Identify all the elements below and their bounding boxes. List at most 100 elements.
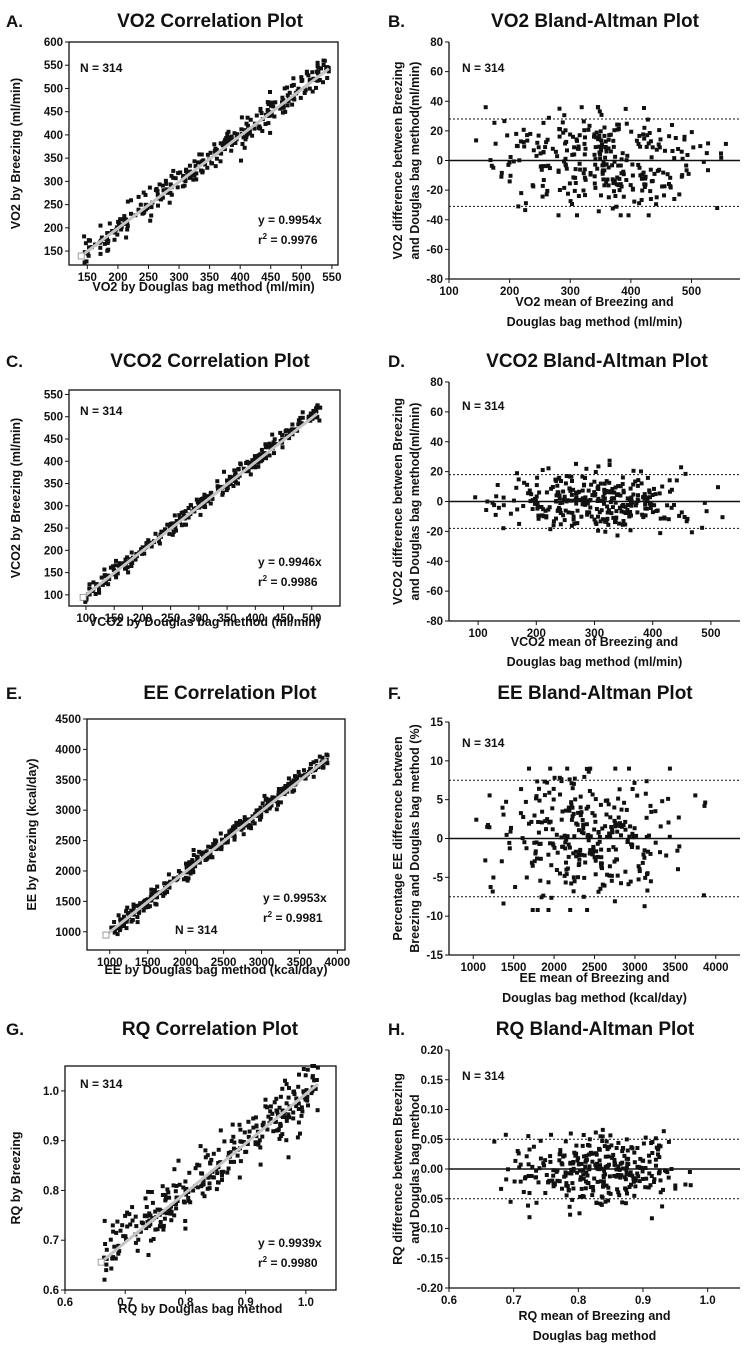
data-point (584, 822, 589, 827)
data-point (568, 199, 573, 204)
data-point (212, 142, 217, 147)
data-point (607, 1174, 612, 1179)
data-point (263, 442, 268, 447)
y-tick-label: 20 (430, 126, 443, 138)
data-point (188, 503, 193, 508)
data-point (229, 136, 234, 141)
data-point (287, 1115, 292, 1120)
data-point (184, 865, 189, 870)
data-point (682, 515, 687, 519)
data-point (607, 458, 612, 463)
data-point (165, 190, 170, 195)
data-point (184, 861, 188, 866)
data-point (548, 819, 553, 824)
data-point (673, 1183, 678, 1188)
data-point (658, 1190, 663, 1195)
y-tick-label: 80 (430, 37, 443, 49)
data-point (172, 1167, 177, 1172)
data-point (580, 474, 585, 479)
data-point (130, 918, 135, 922)
data-point (260, 1123, 265, 1127)
data-point (232, 833, 237, 838)
data-point (582, 152, 587, 157)
x-axis-label: Douglas bag method (kcal/day) (502, 991, 687, 1005)
data-point (591, 1188, 596, 1193)
data-point (521, 140, 526, 145)
data-point (618, 493, 623, 498)
data-point (122, 214, 127, 219)
data-point (122, 914, 126, 919)
data-point (149, 213, 154, 218)
data-point (649, 502, 654, 507)
data-point (286, 781, 291, 786)
data-point (522, 840, 527, 845)
data-point (292, 788, 297, 793)
data-point (581, 1168, 585, 1173)
data-point (605, 798, 610, 803)
data-point (566, 854, 571, 859)
x-tick-label: 4000 (703, 962, 729, 974)
data-point (134, 1224, 139, 1229)
data-point (596, 514, 600, 519)
data-point (598, 1163, 603, 1168)
data-point (543, 1158, 548, 1163)
data-point (641, 852, 646, 857)
data-point (639, 1165, 644, 1170)
y-axis-label: EE by Breezing (kcal/day) (25, 758, 39, 910)
data-point (174, 519, 179, 523)
data-point (702, 500, 707, 505)
data-point (648, 803, 653, 808)
data-point (607, 864, 612, 869)
data-point (141, 190, 146, 195)
data-point (199, 152, 204, 157)
data-point (174, 1184, 179, 1188)
data-point (238, 462, 243, 467)
data-point (655, 168, 660, 173)
data-point (102, 567, 107, 572)
data-point (619, 157, 624, 162)
data-point (536, 145, 541, 150)
data-point (176, 171, 181, 176)
data-point (298, 95, 303, 100)
data-point (578, 1168, 582, 1173)
data-point (602, 481, 607, 486)
data-point (258, 805, 263, 810)
data-point (268, 103, 273, 108)
data-point (571, 487, 576, 492)
data-point (590, 493, 595, 498)
data-point (246, 817, 251, 822)
data-point (648, 851, 653, 856)
data-point (607, 873, 612, 878)
data-point (612, 805, 617, 810)
data-point (233, 826, 238, 831)
data-point (644, 835, 649, 839)
data-point (192, 173, 197, 178)
data-point (657, 1155, 662, 1160)
data-point (124, 926, 129, 931)
data-point (642, 185, 647, 189)
data-point (253, 465, 258, 470)
data-point (208, 150, 213, 155)
data-point (636, 498, 641, 503)
data-point (202, 1194, 207, 1199)
data-point (581, 500, 586, 505)
data-point (143, 1196, 148, 1201)
data-point (181, 1185, 186, 1190)
data-point (605, 177, 610, 182)
data-point (617, 1193, 622, 1198)
data-point (629, 503, 634, 508)
data-point (507, 179, 512, 184)
data-point (684, 519, 689, 524)
data-point (565, 866, 570, 871)
data-point (588, 1185, 593, 1190)
data-point (488, 885, 493, 889)
data-point (566, 1188, 571, 1192)
data-point (619, 1173, 624, 1178)
data-point (677, 513, 682, 518)
data-point (254, 808, 259, 813)
data-point (592, 134, 596, 139)
data-point (606, 847, 611, 852)
data-point (114, 1230, 119, 1235)
data-point (643, 791, 648, 796)
data-point (677, 844, 682, 849)
